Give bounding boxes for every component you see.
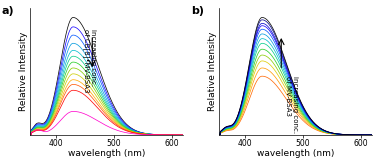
X-axis label: wavelength (nm): wavelength (nm) (257, 149, 334, 158)
Y-axis label: Relative Intensity: Relative Intensity (19, 32, 28, 111)
Text: increasing conc.
of CB[8]•MV-BSA3: increasing conc. of CB[8]•MV-BSA3 (82, 29, 96, 93)
Text: b): b) (191, 6, 204, 16)
X-axis label: wavelength (nm): wavelength (nm) (68, 149, 145, 158)
Text: increasing conc.
of MV-BSA3: increasing conc. of MV-BSA3 (285, 76, 298, 133)
Text: a): a) (2, 6, 14, 16)
Y-axis label: Relative Intensity: Relative Intensity (208, 32, 217, 111)
